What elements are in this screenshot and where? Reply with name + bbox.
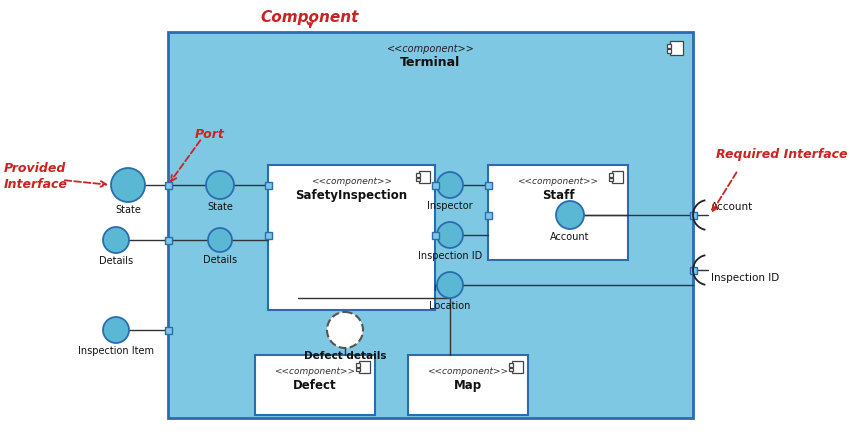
Circle shape — [206, 171, 234, 199]
Bar — [431, 182, 438, 188]
Bar — [666, 44, 671, 48]
Circle shape — [103, 227, 129, 253]
Text: Provided
Interface: Provided Interface — [4, 162, 68, 191]
Bar — [168, 32, 693, 418]
Circle shape — [556, 201, 584, 229]
Text: Terminal: Terminal — [400, 56, 460, 69]
Text: State: State — [115, 205, 141, 215]
Text: Port: Port — [195, 128, 225, 141]
Bar — [164, 327, 172, 334]
Text: SafetyInspection: SafetyInspection — [295, 189, 408, 202]
Bar — [612, 171, 623, 183]
Text: Required Interface: Required Interface — [716, 148, 848, 161]
Bar — [265, 232, 271, 239]
Circle shape — [437, 172, 463, 198]
Bar — [358, 361, 369, 373]
Bar — [419, 171, 430, 183]
Circle shape — [437, 222, 463, 248]
Bar — [488, 165, 628, 260]
Text: <<component>>: <<component>> — [275, 367, 356, 376]
Bar — [164, 182, 172, 188]
Text: State: State — [207, 202, 233, 212]
Text: Defect details: Defect details — [304, 351, 386, 361]
Bar — [356, 368, 360, 371]
Text: Staff: Staff — [542, 189, 574, 202]
Bar — [666, 49, 671, 53]
Text: <<component>>: <<component>> — [427, 367, 509, 376]
Text: Inspector: Inspector — [427, 201, 473, 211]
Bar — [356, 363, 360, 367]
Text: <<component>>: <<component>> — [517, 177, 598, 186]
Text: Inspection ID: Inspection ID — [711, 273, 780, 283]
Bar — [164, 236, 172, 244]
Bar — [416, 174, 420, 177]
Bar — [509, 368, 513, 371]
Bar — [609, 174, 613, 177]
Bar — [484, 212, 492, 218]
Text: <<component>>: <<component>> — [311, 177, 392, 186]
Text: Account: Account — [551, 232, 590, 242]
Text: Map: Map — [454, 379, 482, 392]
Text: Details: Details — [203, 255, 237, 265]
Bar — [416, 178, 420, 181]
Bar — [268, 165, 435, 310]
Bar — [670, 41, 683, 55]
Bar — [484, 182, 492, 188]
Circle shape — [327, 312, 363, 348]
Text: Account: Account — [711, 202, 753, 212]
Text: Location: Location — [429, 301, 471, 311]
Bar — [255, 355, 375, 415]
Circle shape — [208, 228, 232, 252]
Bar — [509, 363, 513, 367]
Text: Details: Details — [99, 256, 133, 266]
Circle shape — [103, 317, 129, 343]
Bar — [265, 182, 271, 188]
Bar — [609, 178, 613, 181]
Text: Inspection ID: Inspection ID — [418, 251, 483, 261]
Bar — [408, 355, 528, 415]
Bar — [689, 212, 696, 218]
Bar — [431, 232, 438, 239]
Bar — [511, 361, 523, 373]
Text: Defect: Defect — [294, 379, 337, 392]
Circle shape — [437, 272, 463, 298]
Bar — [689, 267, 696, 274]
Text: Inspection Item: Inspection Item — [78, 346, 154, 356]
Circle shape — [111, 168, 145, 202]
Text: <<component>>: <<component>> — [386, 44, 474, 54]
Text: Component: Component — [260, 10, 359, 25]
